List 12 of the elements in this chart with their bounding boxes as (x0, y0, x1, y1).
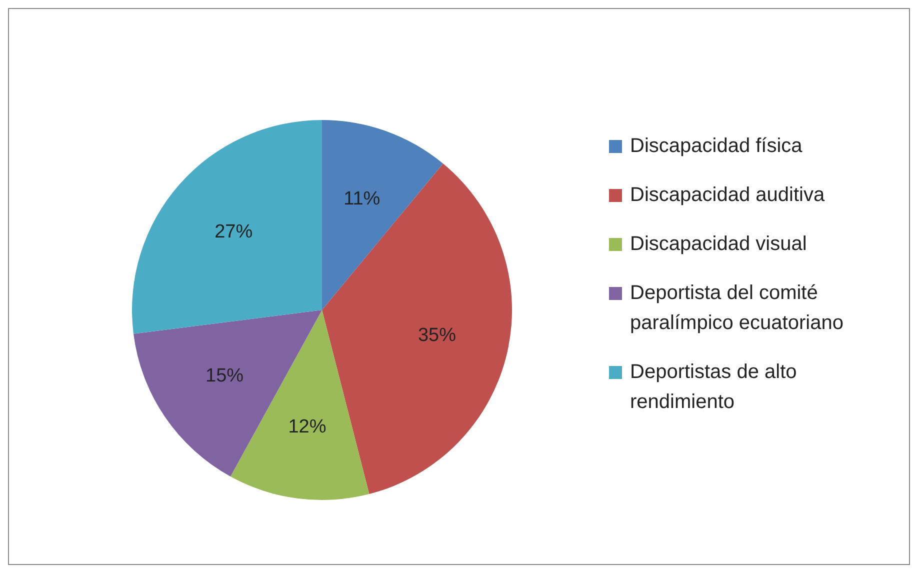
legend-label: Discapacidad física (630, 134, 802, 159)
pie-slice (322, 120, 444, 310)
legend-label: Deportista del comité paralímpico ecuatoriano (630, 281, 844, 336)
legend-label: Discapacidad visual (630, 232, 807, 257)
data-label: 27% (214, 222, 253, 243)
data-label: 11% (344, 188, 380, 210)
data-label: 15% (206, 366, 244, 387)
legend-label: Discapacidad auditiva (630, 183, 825, 208)
data-label: 12% (288, 416, 326, 438)
legend-label: Deportistas de alto rendimiento (630, 360, 798, 415)
data-label: 35% (418, 325, 456, 346)
pie-slice (132, 120, 322, 334)
